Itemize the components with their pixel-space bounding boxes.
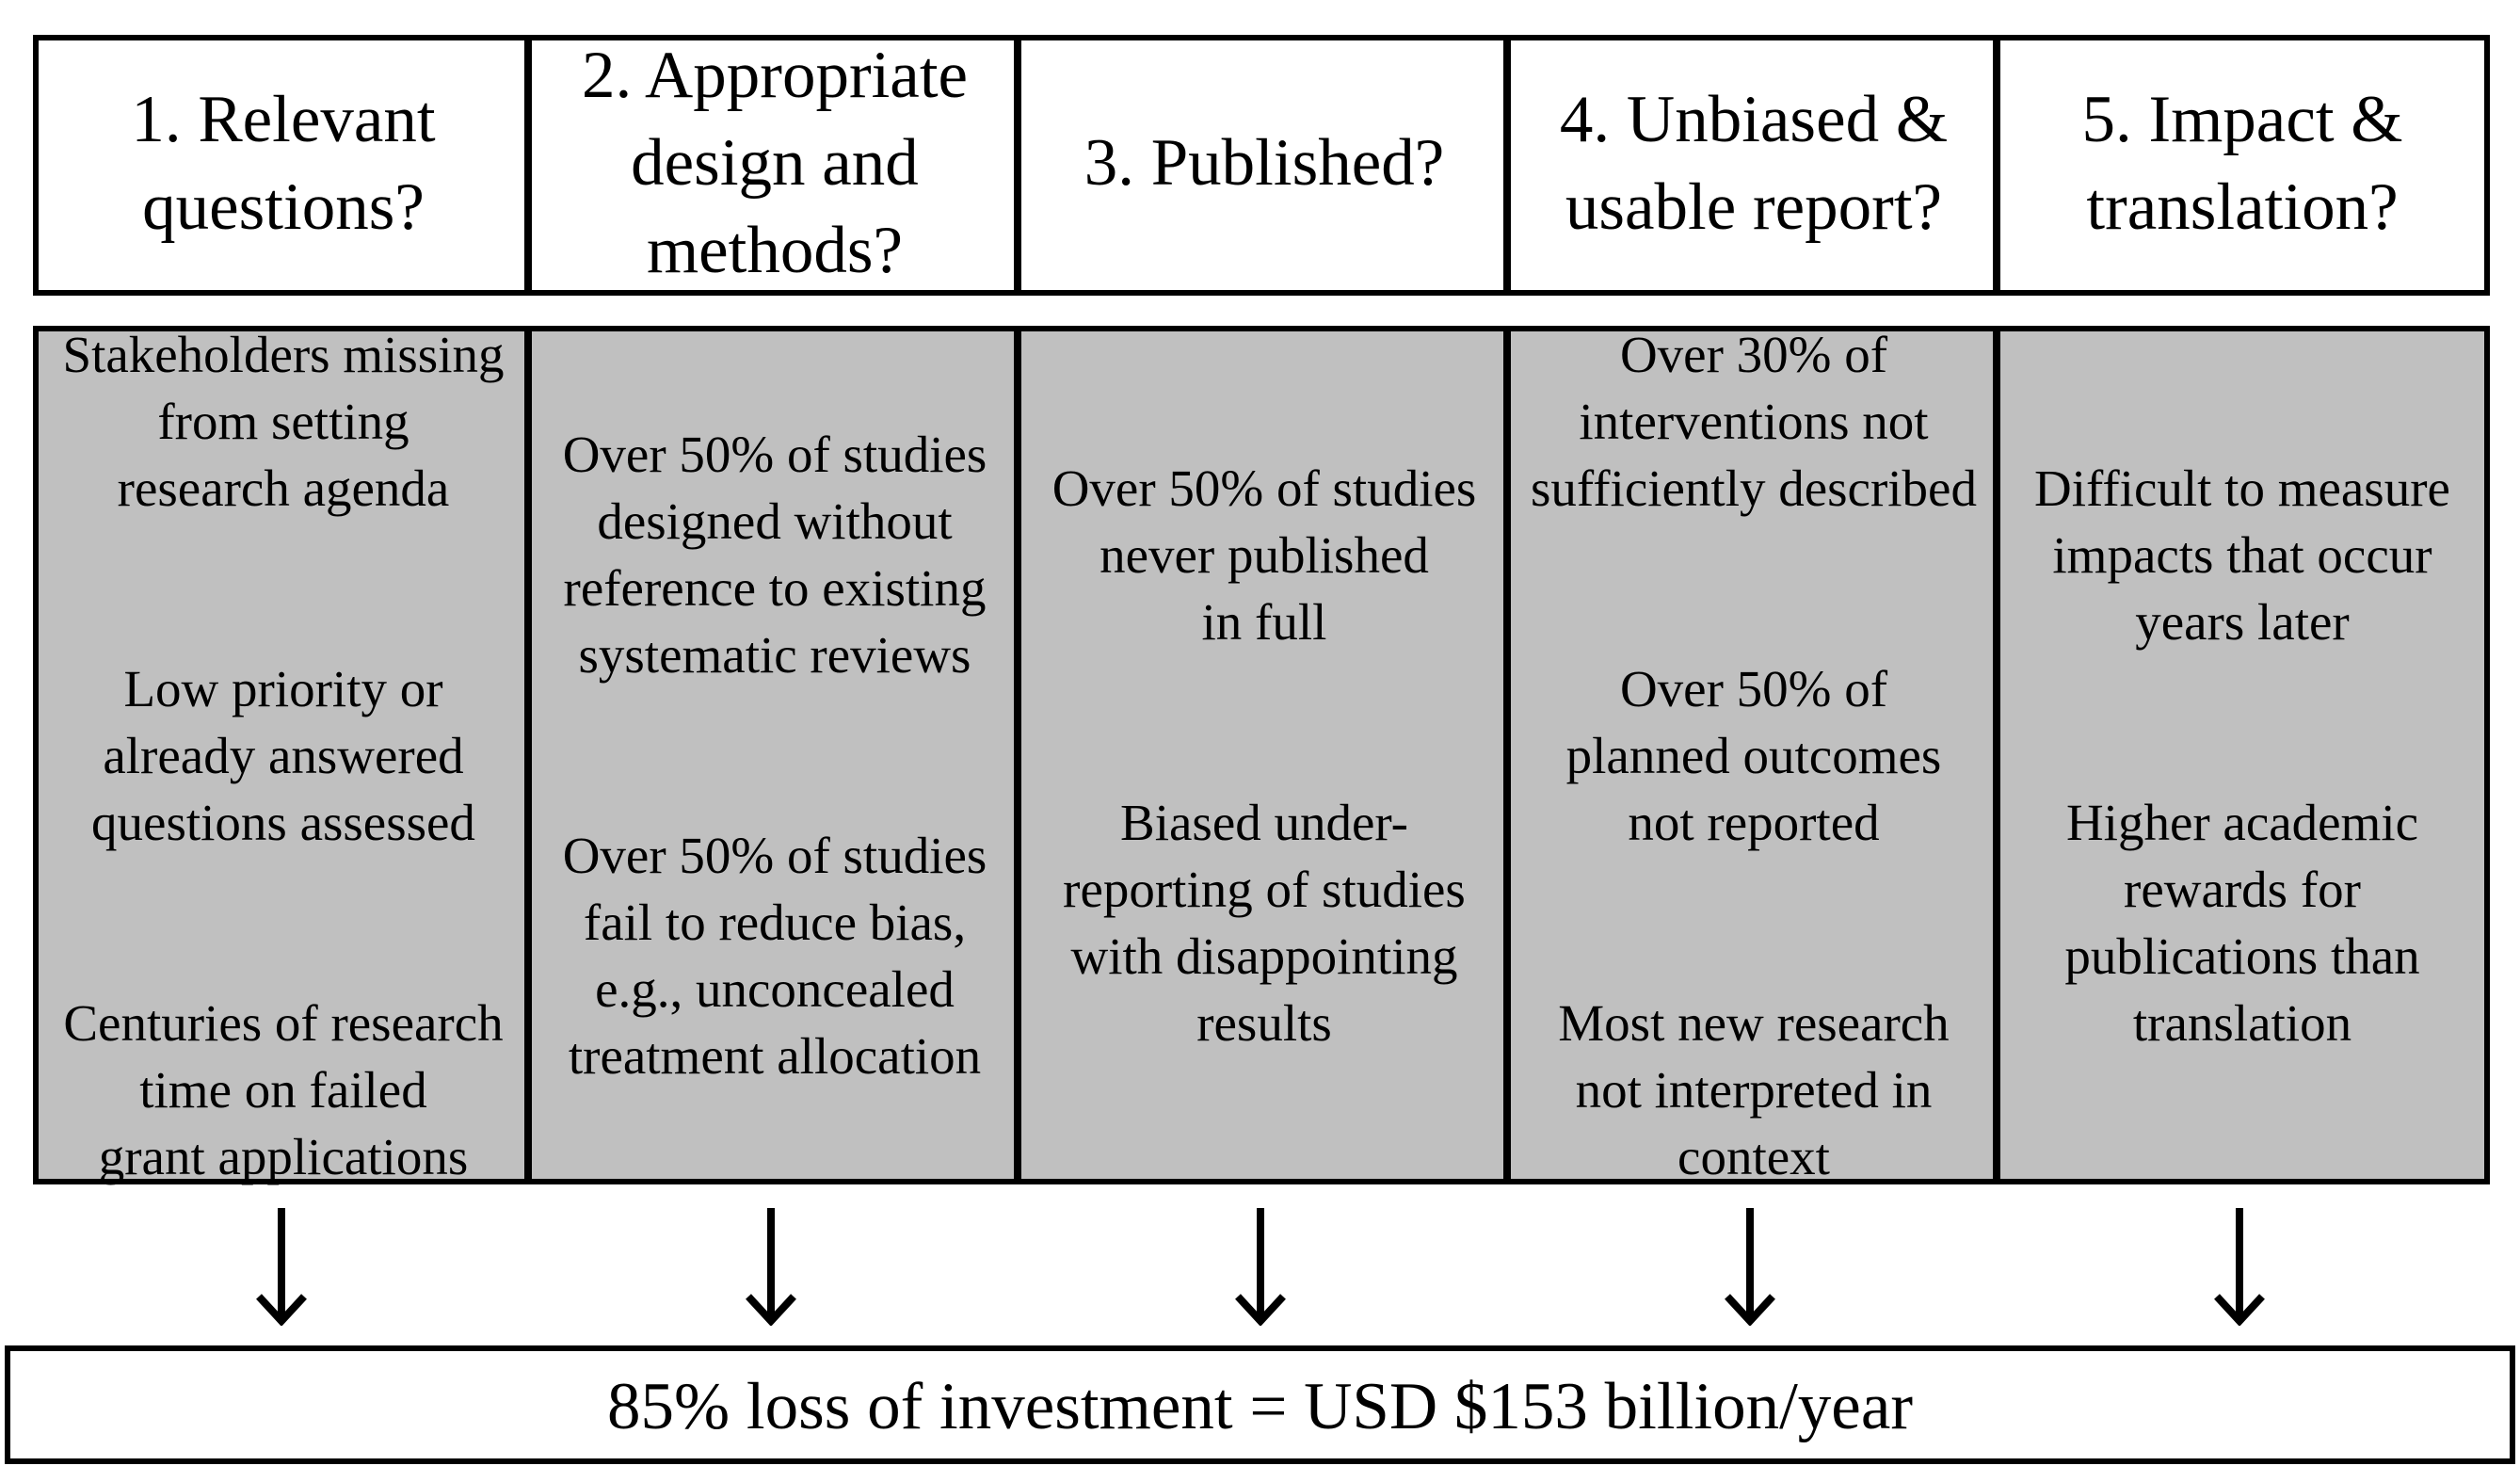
finding-text: Biased under- reporting of studies with … — [1063, 793, 1466, 1052]
stage-4-title: 4. Unbiased & usable report? — [1559, 82, 1949, 244]
finding-text: Over 50% of planned outcomes not reporte… — [1565, 659, 1942, 851]
down-arrow-icon — [1725, 1208, 1775, 1326]
finding-text: Over 50% of studies fail to reduce bias,… — [562, 827, 987, 1085]
stage-3-title: 3. Published? — [1083, 126, 1445, 200]
findings-divider — [1993, 331, 2000, 1179]
finding-text: Over 50% of studies designed without ref… — [562, 426, 987, 684]
stage-5-title: 5. Impact & translation? — [2081, 82, 2403, 244]
stage-5-header: 5. Impact & translation? — [2000, 40, 2484, 290]
finding-text: Difficult to measure impacts that occur … — [2034, 459, 2450, 651]
finding-text: Higher academic rewards for publications… — [2064, 793, 2420, 1052]
finding-text: Centuries of research time on failed gra… — [63, 993, 504, 1185]
header-divider — [1503, 40, 1511, 290]
finding-text: Stakeholders missing from setting resear… — [62, 325, 505, 517]
findings-divider — [1014, 331, 1021, 1179]
stage-1-findings: Stakeholders missing from setting resear… — [39, 326, 528, 1185]
investment-loss-text: 85% loss of investment = USD $153 billio… — [607, 1370, 1913, 1443]
stage-header-row: 1. Relevant questions? 2. Appropriate de… — [33, 35, 2490, 296]
stage-4-header: 4. Unbiased & usable report? — [1511, 40, 1997, 290]
investment-loss-box: 85% loss of investment = USD $153 billio… — [5, 1345, 2515, 1464]
header-divider — [1993, 40, 2000, 290]
findings-row: Stakeholders missing from setting resear… — [33, 326, 2490, 1185]
findings-list: Over 30% of interventions not sufficient… — [1531, 254, 1977, 1257]
findings-divider — [524, 331, 532, 1179]
finding-text: Over 50% of studies never published in f… — [1051, 459, 1477, 651]
header-divider — [1014, 40, 1021, 290]
findings-list: Stakeholders missing from setting resear… — [62, 254, 504, 1257]
findings-list: Over 50% of studies designed without ref… — [563, 354, 987, 1156]
stage-1-header: 1. Relevant questions? — [39, 40, 528, 290]
down-arrow-icon — [746, 1208, 796, 1326]
stage-2-header: 2. Appropriate design and methods? — [532, 39, 1018, 290]
finding-text: Most new research not interpreted in con… — [1558, 993, 1950, 1185]
down-arrow-icon — [256, 1208, 307, 1326]
stage-1-title: 1. Relevant questions? — [131, 82, 436, 244]
findings-divider — [1503, 331, 1511, 1179]
findings-list: Over 50% of studies never published in f… — [1052, 388, 1477, 1123]
finding-text: Low priority or already answered questio… — [91, 659, 475, 851]
header-divider — [524, 40, 532, 290]
stage-3-findings: Over 50% of studies never published in f… — [1021, 331, 1507, 1179]
down-arrow-icon — [1235, 1208, 1286, 1326]
finding-text: Over 30% of interventions not sufficient… — [1531, 325, 1977, 517]
down-arrow-icon — [2214, 1208, 2265, 1326]
stage-5-findings: Difficult to measure impacts that occur … — [2000, 331, 2484, 1179]
stage-4-findings: Over 30% of interventions not sufficient… — [1511, 326, 1997, 1185]
stage-3-header: 3. Published? — [1021, 40, 1507, 290]
stage-2-title: 2. Appropriate design and methods? — [581, 39, 969, 287]
findings-list: Difficult to measure impacts that occur … — [2034, 388, 2450, 1123]
stage-2-findings: Over 50% of studies designed without ref… — [532, 331, 1018, 1179]
